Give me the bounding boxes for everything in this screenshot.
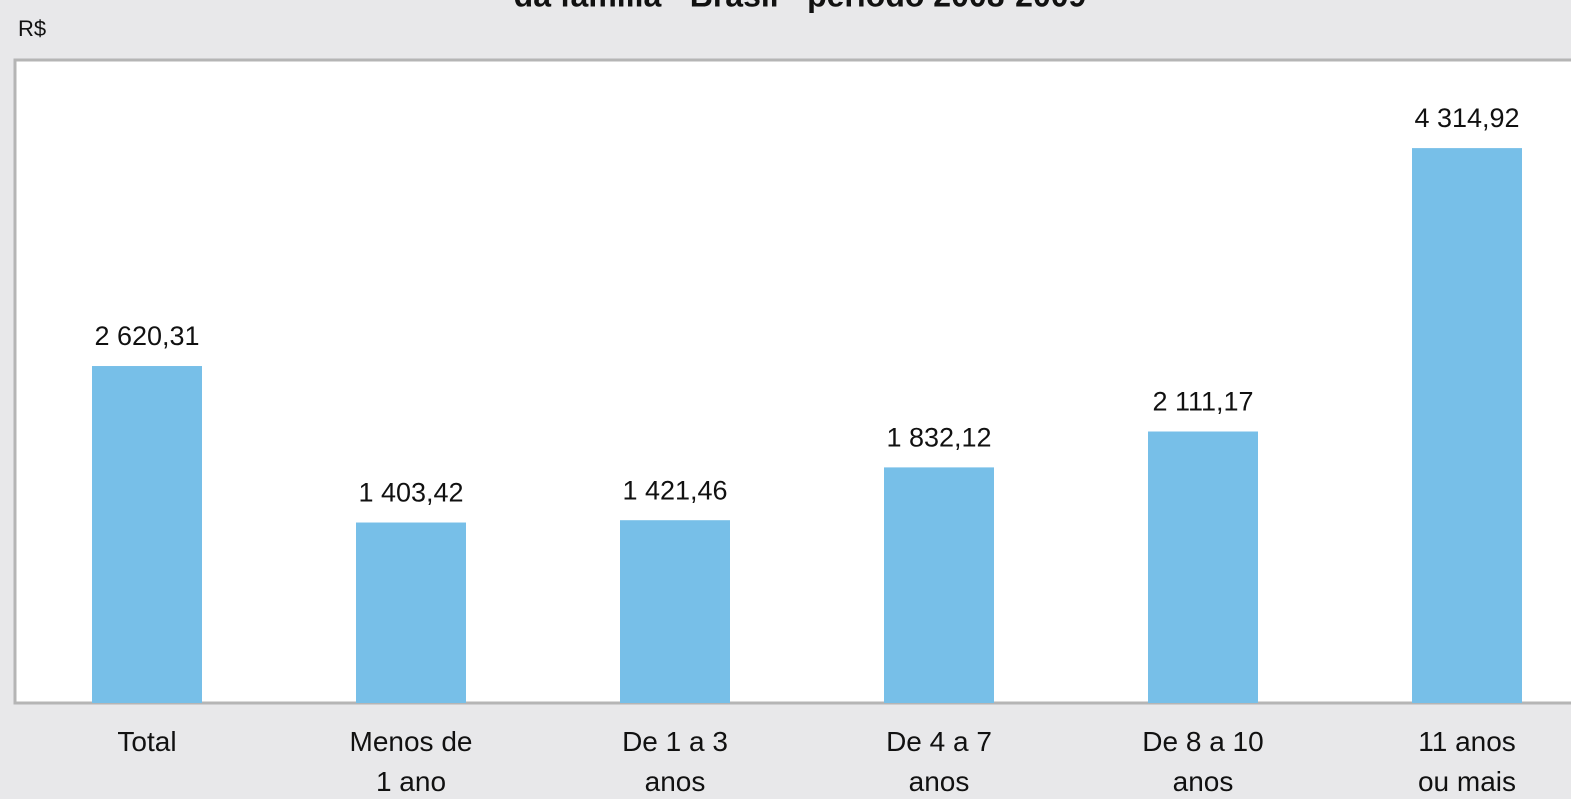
bar [620, 520, 730, 703]
value-label: 1 403,42 [358, 478, 463, 508]
value-label: 1 832,12 [886, 423, 991, 453]
value-label: 1 421,46 [622, 475, 727, 505]
plot-area [13, 58, 1571, 705]
x-tick-label: Menos de 1 ano [349, 726, 473, 797]
x-tick-label: Total [117, 726, 177, 757]
x-tick-label: De 8 a 10 anos [1142, 726, 1264, 797]
bar [1148, 431, 1258, 703]
bar [356, 522, 466, 703]
value-label: 4 314,92 [1414, 103, 1519, 133]
bar [884, 467, 994, 703]
x-tick-label: De 4 a 7 anos [886, 726, 992, 797]
x-tick-label: 11 anos ou mais [1417, 726, 1517, 797]
bar [92, 366, 202, 703]
x-tick-label: De 1 a 3 anos [622, 726, 728, 797]
value-label: 2 620,31 [94, 321, 199, 351]
bar [1412, 148, 1522, 703]
value-label: 2 111,17 [1152, 387, 1253, 417]
y-axis-label: R$ [18, 16, 46, 41]
chart-title: da família - Brasil - período 2008-2009 [514, 0, 1087, 13]
